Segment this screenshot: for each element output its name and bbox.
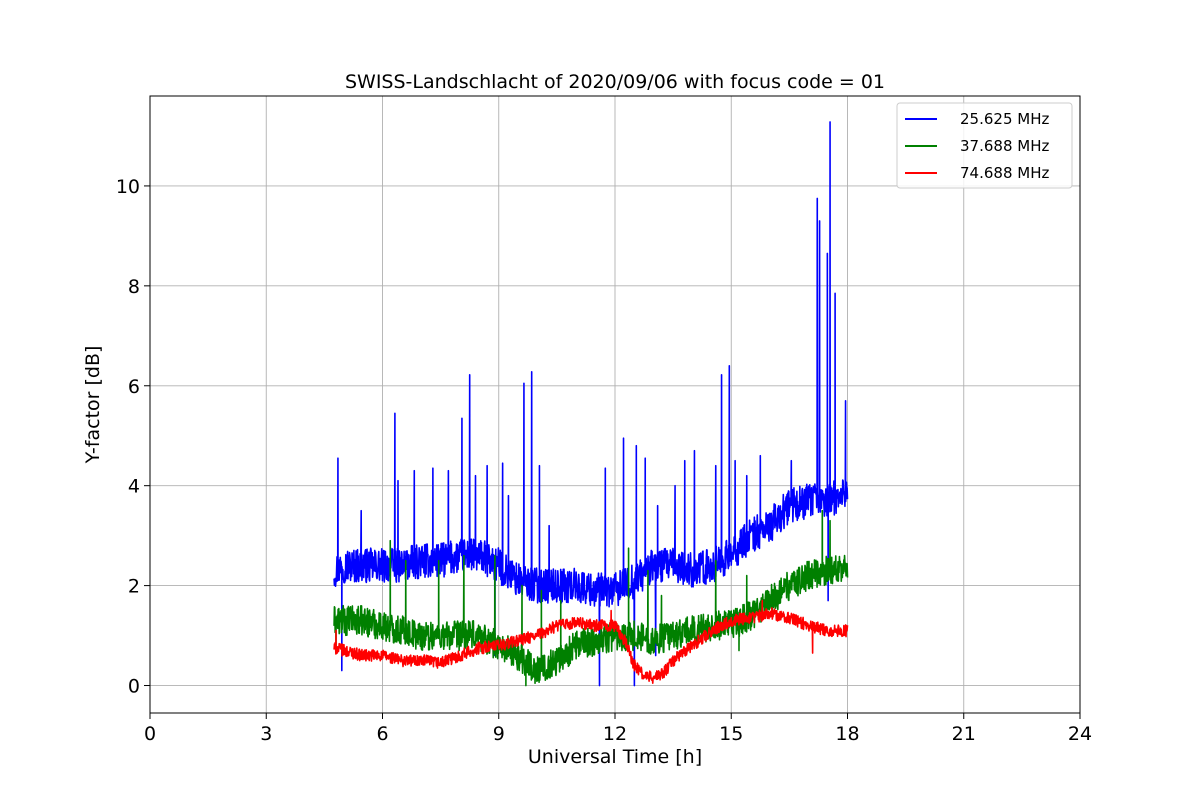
series-line-0: [333, 121, 849, 687]
x-axis-label: Universal Time [h]: [528, 746, 702, 768]
x-tick-label: 9: [493, 723, 505, 745]
grid-layer: [149, 96, 1081, 713]
y-tick-label: 2: [128, 576, 140, 598]
y-tick-label: 8: [128, 276, 140, 298]
x-tick-label: 18: [835, 723, 859, 745]
chart-title: SWISS-Landschlacht of 2020/09/06 with fo…: [345, 71, 885, 93]
series-layer: [333, 121, 849, 687]
x-tick-label: 24: [1068, 723, 1092, 745]
x-tick-label: 21: [952, 723, 976, 745]
x-tick-label: 12: [603, 723, 627, 745]
y-axis-label: Y-factor [dB]: [82, 346, 104, 465]
y-tick-label: 6: [128, 376, 140, 398]
legend-box: [896, 102, 1073, 189]
legend: 25.625 MHz 37.688 MHz 74.688 MHz: [896, 102, 1073, 189]
y-axis-ticks: 0 2 4 6 8 10: [116, 176, 150, 698]
x-tick-label: 3: [260, 723, 272, 745]
legend-label: 37.688 MHz: [960, 137, 1049, 155]
x-axis-ticks: 0 3 6 9 12 15 18 21 24: [144, 713, 1092, 745]
legend-label: 74.688 MHz: [960, 164, 1049, 182]
y-tick-label: 0: [128, 676, 140, 698]
y-tick-label: 4: [128, 476, 140, 498]
x-tick-label: 0: [144, 723, 156, 745]
y-tick-label: 10: [116, 176, 140, 198]
series-line-2: [333, 599, 849, 684]
legend-label: 25.625 MHz: [960, 110, 1049, 128]
x-tick-label: 15: [719, 723, 743, 745]
x-tick-label: 6: [376, 723, 388, 745]
